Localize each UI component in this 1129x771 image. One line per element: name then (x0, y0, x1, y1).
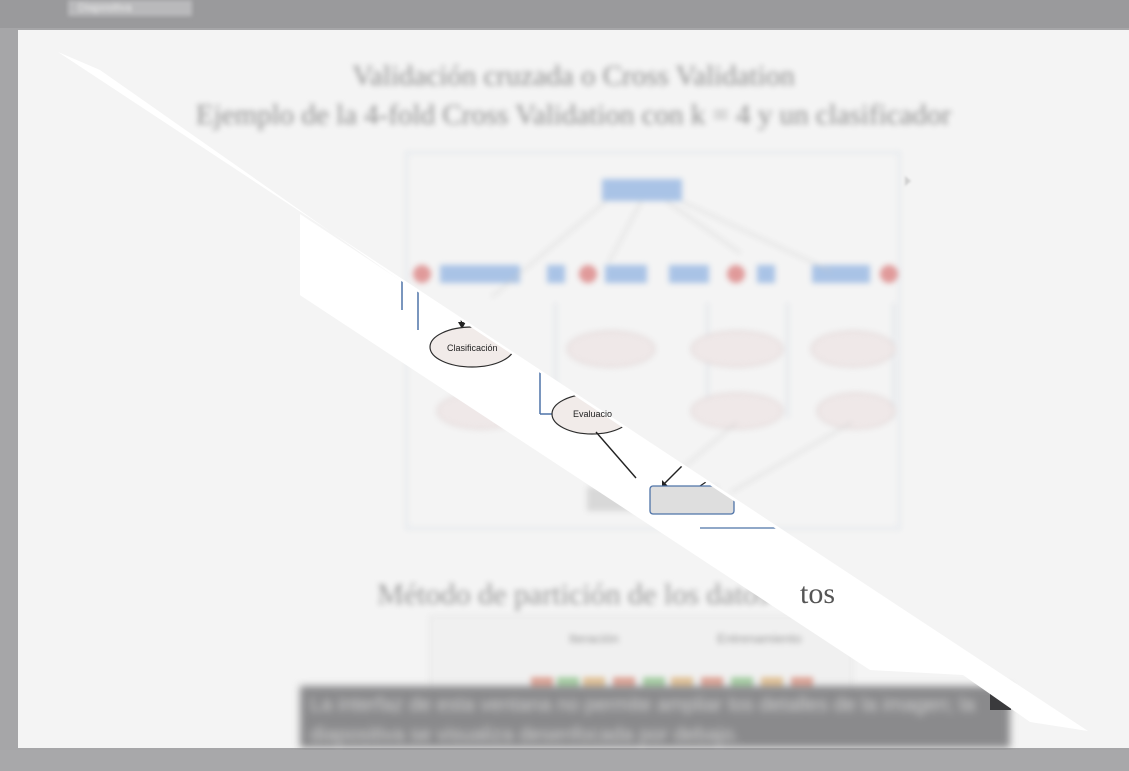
dataset-node (602, 179, 682, 201)
window-statusbar (0, 750, 1129, 771)
subtitle-sharp-fragment: tos (800, 577, 836, 610)
arrow-pointer-icon (905, 176, 911, 186)
node-label-evaluacion: Evaluacio (573, 409, 613, 419)
node-label-clasificacion: Clasificación (447, 343, 498, 353)
window-titlebar: Diapositiva (0, 0, 1129, 28)
slide-title: Validación cruzada o Cross Validation (352, 60, 795, 92)
window-tab[interactable]: Diapositiva (68, 0, 192, 16)
caption-overlay: La interfaz de esta ventana no permite a… (300, 686, 1010, 748)
slide-title-line2: Ejemplo de la 4-fold Cross Validation co… (195, 99, 952, 131)
